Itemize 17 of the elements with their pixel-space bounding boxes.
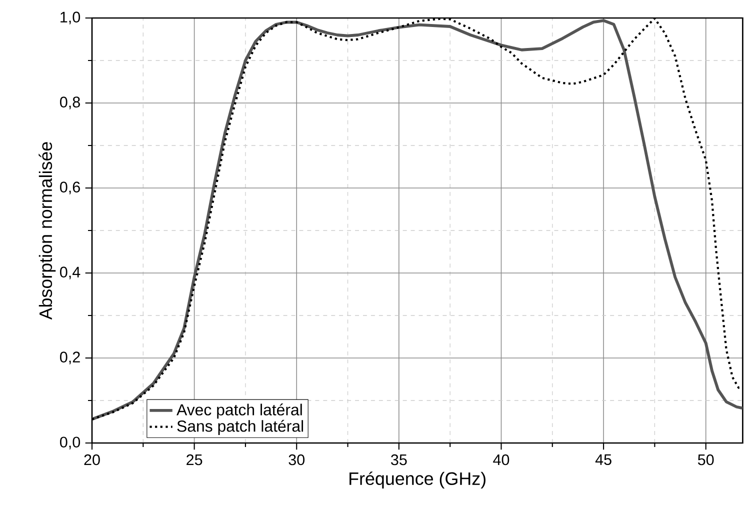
x-tick-label: 25 — [186, 454, 202, 466]
x-tick-label: 40 — [493, 454, 510, 466]
y-tick-label: 0,0 — [60, 436, 80, 450]
y-tick-label: 0,8 — [60, 96, 80, 110]
y-tick-label: 1,0 — [60, 12, 80, 24]
y-tick-label: 0,2 — [60, 352, 80, 364]
x-tick-label: 45 — [595, 454, 612, 466]
x-tick-label: 35 — [391, 454, 407, 466]
y-tick-label: 0,6 — [60, 182, 80, 194]
legend-label: Avec patch latéral — [176, 404, 302, 419]
x-tick-label: 20 — [84, 454, 100, 466]
y-tick-label: 0,4 — [60, 266, 80, 280]
x-tick-label: 50 — [698, 454, 714, 466]
x-tick-label: 30 — [288, 454, 305, 466]
legend-label: Sans patch latéral — [177, 420, 304, 435]
x-axis-title: Fréquence (GHz) — [350, 472, 486, 489]
y-axis-title: Absorption normalisée — [38, 142, 56, 320]
